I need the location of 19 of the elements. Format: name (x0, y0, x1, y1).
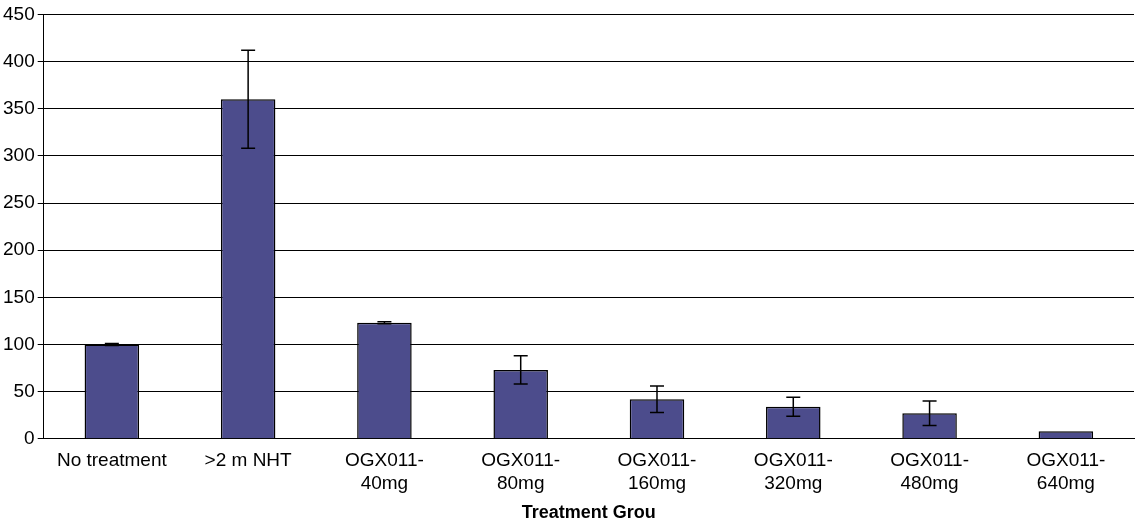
x-tick-label: >2 m NHT (204, 449, 293, 471)
y-tick-label: 50 (13, 379, 35, 401)
x-tick-label: OGX011-480mg (890, 449, 969, 494)
y-tick-label: 250 (3, 191, 35, 213)
y-tick-label: 300 (3, 144, 35, 166)
x-tick-label: OGX011-80mg (481, 449, 561, 494)
x-tick-label: OGX011-640mg (1026, 449, 1106, 494)
y-tick-label: 350 (3, 96, 35, 118)
x-tick-label: OGX011-320mg (753, 449, 833, 494)
y-tick-label: 400 (3, 49, 35, 71)
y-tick-label: 0 (24, 427, 35, 449)
y-tick-label: 150 (3, 285, 35, 307)
x-tick-label: OGX011-40mg (344, 449, 424, 494)
x-tick-label: No treatment (56, 449, 168, 471)
x-axis-title: Treatment Grou (521, 502, 656, 523)
x-tick-label: OGX011-160mg (617, 449, 697, 494)
y-tick-label: 100 (3, 332, 35, 354)
y-tick-label: 200 (3, 238, 35, 260)
y-tick-label: 450 (3, 2, 35, 24)
